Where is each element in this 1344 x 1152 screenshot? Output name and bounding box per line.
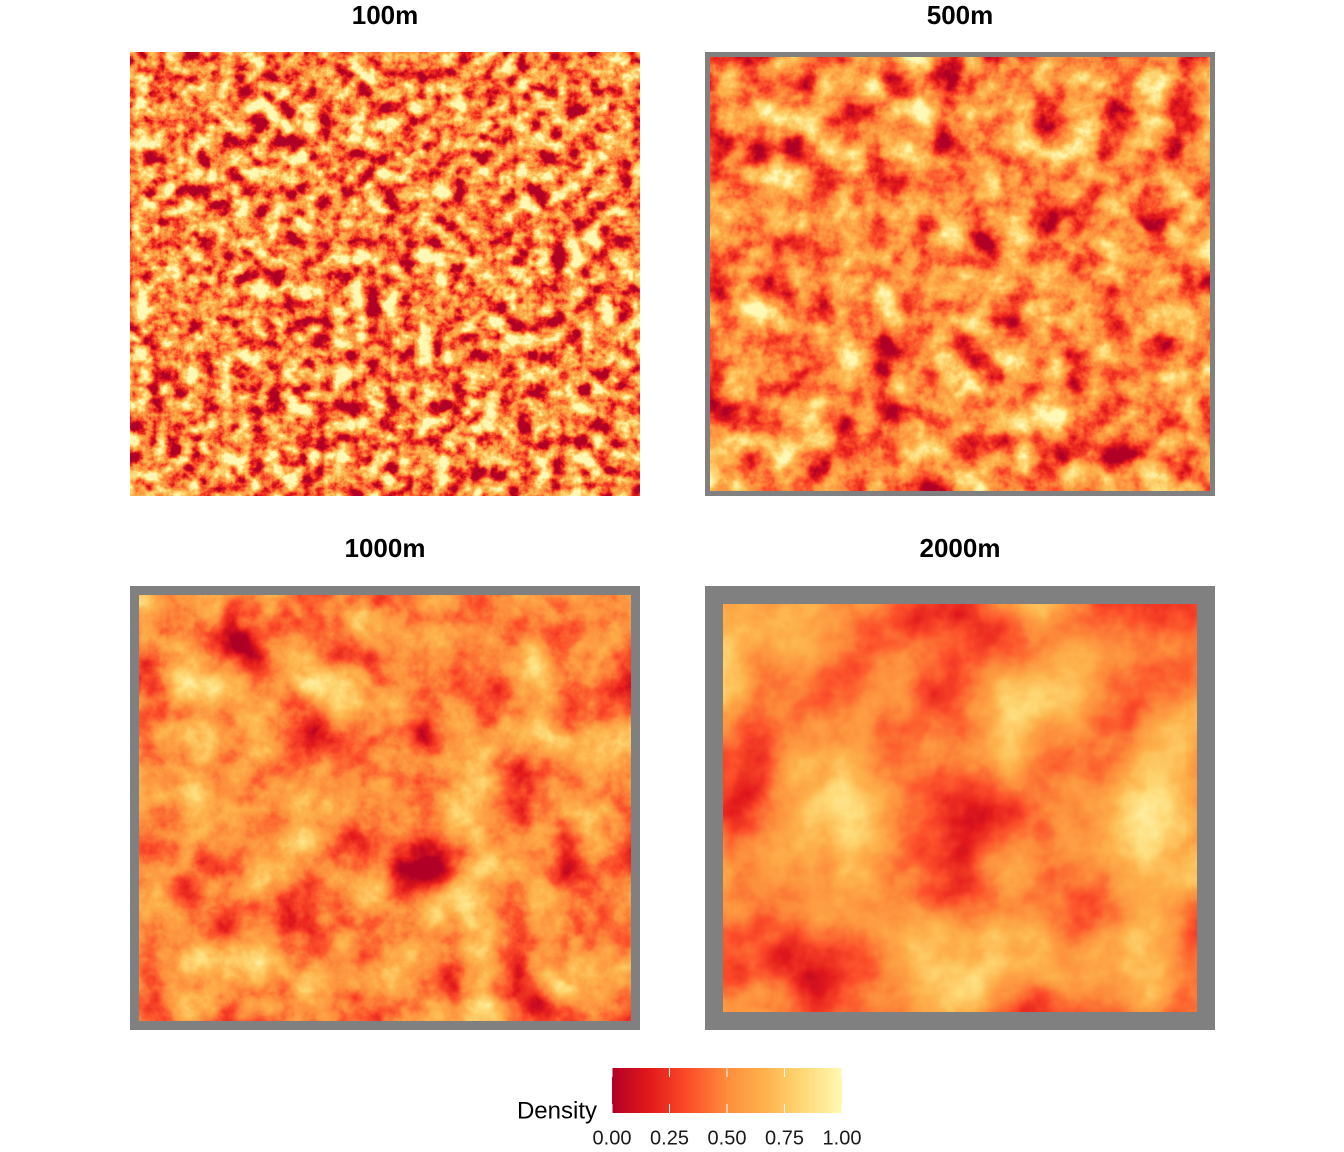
panel-title: 1000m: [345, 533, 426, 563]
legend-tick-label: 1.00: [823, 1127, 862, 1149]
panel-title: 500m: [927, 0, 994, 30]
legend-tick-label: 0.75: [765, 1127, 804, 1149]
raster: [130, 52, 640, 496]
raster: [139, 595, 631, 1021]
legend-tick-label: 0.50: [708, 1127, 747, 1149]
panel-title: 2000m: [920, 533, 1001, 563]
panel-title: 100m: [352, 0, 419, 30]
raster: [710, 57, 1210, 491]
raster: [723, 604, 1197, 1012]
legend-tick-label: 0.25: [650, 1127, 689, 1149]
legend-title: Density: [517, 1097, 597, 1124]
legend-tick-label: 0.00: [593, 1127, 632, 1149]
